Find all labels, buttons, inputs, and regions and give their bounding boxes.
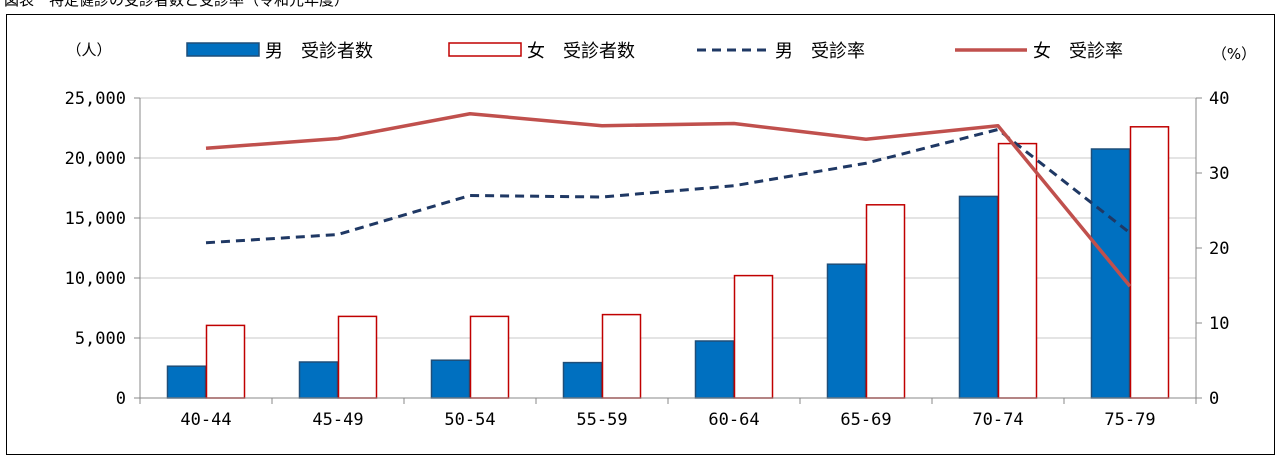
- x-tick-label: 75-79: [1104, 410, 1155, 430]
- x-tick-label: 55-59: [576, 410, 627, 430]
- bar-male-count: [166, 365, 207, 399]
- bar-female-count: [469, 315, 510, 399]
- y-right-tick-label: 30: [1209, 164, 1229, 184]
- bar-male-count: [1090, 148, 1131, 399]
- y-left-tick-label: 15,000: [65, 209, 126, 229]
- x-tick-label: 45-49: [312, 410, 363, 430]
- bar-female-count: [205, 324, 246, 399]
- y-right-tick-label: 0: [1209, 389, 1219, 409]
- y-left-unit-label: （人）: [66, 41, 111, 59]
- legend-label: 女 受診者数: [527, 41, 635, 62]
- bar-male-count: [430, 359, 471, 399]
- bar-female-count: [1129, 126, 1170, 399]
- x-tick-label: 40-44: [180, 410, 231, 430]
- bar-male-count: [958, 195, 999, 399]
- y-left-tick-label: 20,000: [65, 149, 126, 169]
- y-left-tick-label: 25,000: [65, 89, 126, 109]
- y-left-tick-label: 10,000: [65, 269, 126, 289]
- bar-male-count: [562, 361, 603, 399]
- y-left-tick-label: 5,000: [75, 329, 126, 349]
- bar-female-count: [997, 142, 1038, 399]
- y-right-tick-label: 20: [1209, 239, 1229, 259]
- x-tick-label: 70-74: [972, 410, 1023, 430]
- legend-label: 女 受診率: [1033, 41, 1123, 62]
- line-male-rate: [205, 128, 1131, 245]
- x-tick-label: 65-69: [840, 410, 891, 430]
- bar-male-count: [826, 263, 867, 399]
- y-left-tick-label: 0: [116, 389, 126, 409]
- legend-label: 男 受診率: [775, 41, 865, 62]
- legend-swatch-male-count: [186, 42, 260, 57]
- y-right-tick-label: 40: [1209, 89, 1229, 109]
- x-tick-label: 60-64: [708, 410, 759, 430]
- bar-female-count: [337, 315, 378, 399]
- chart-caption-top: 図表 特定健診の受診者数と受診率（令和元年度）: [4, 0, 350, 9]
- line-female-rate: [205, 112, 1132, 288]
- legend-swatch-female-count: [448, 42, 522, 57]
- legend-label: 男 受診者数: [265, 41, 373, 62]
- chart-frame: 0 5,000 10,000 15,000 20,000 25,000 0 10 20 30 40 （…: [6, 14, 1275, 455]
- bar-male-count: [694, 340, 735, 399]
- y-right-tick-label: 10: [1209, 314, 1229, 334]
- bar-female-count: [733, 274, 774, 399]
- combo-chart: 0 5,000 10,000 15,000 20,000 25,000 0 10 20 30 40 （…: [65, 41, 1257, 430]
- y-right-unit-label: （%）: [1212, 45, 1256, 63]
- bar-female-count: [865, 204, 906, 399]
- bar-male-count: [298, 361, 339, 399]
- x-tick-label: 50-54: [444, 410, 495, 430]
- bar-female-count: [601, 313, 642, 399]
